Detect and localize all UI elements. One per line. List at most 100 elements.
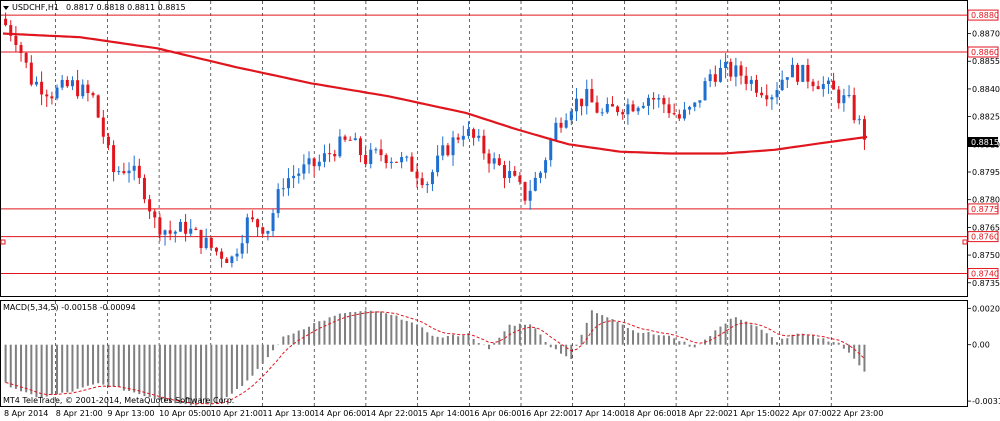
candle-body: [250, 217, 254, 220]
candle-body: [353, 138, 357, 141]
candle-body: [780, 79, 784, 91]
candle-body: [724, 61, 728, 68]
candle-body: [14, 35, 18, 46]
candle-body: [70, 80, 74, 87]
chevron-down-icon[interactable]: [3, 6, 9, 10]
candle-body: [261, 227, 265, 234]
candle-body: [667, 104, 671, 114]
candle-body: [713, 74, 717, 82]
x-tick-label: 21 Apr 15:00: [728, 409, 780, 418]
candle-body: [122, 171, 126, 174]
candle-body: [847, 95, 851, 97]
level-price-label: 0.8880: [971, 11, 999, 20]
candle-body: [641, 105, 645, 108]
candle-body: [225, 258, 229, 264]
candle-body: [420, 178, 424, 186]
candle-body: [425, 184, 429, 186]
x-tick-label: 10 Apr 21:00: [211, 409, 263, 418]
candle-body: [811, 81, 815, 87]
x-tick-label: 16 Apr 06:00: [469, 409, 521, 418]
level-price-label: 0.8775: [971, 205, 999, 214]
x-tick-label: 10 Apr 05:00: [159, 409, 211, 418]
candle-body: [410, 156, 414, 172]
candle-body: [400, 157, 404, 163]
candle-body: [132, 165, 136, 171]
candle-body: [857, 119, 861, 121]
y-tick-label: 0.8795: [972, 168, 1000, 177]
candle-body: [497, 158, 501, 166]
candle-body: [65, 79, 69, 87]
candle-body: [729, 61, 733, 77]
candle-body: [40, 81, 44, 95]
candle-body: [86, 84, 90, 94]
candle-body: [266, 231, 270, 234]
candle-body: [492, 158, 496, 164]
candle-body: [657, 98, 661, 100]
candle-body: [405, 156, 409, 158]
candle-body: [81, 84, 85, 97]
candle-body: [19, 45, 23, 54]
candle-body: [76, 80, 80, 97]
candle-body: [209, 237, 213, 248]
candle-body: [590, 89, 594, 103]
candle-body: [508, 171, 512, 179]
candle-body: [852, 95, 856, 121]
x-tick-label: 18 Apr 06:00: [624, 409, 676, 418]
candle-body: [374, 149, 378, 151]
candle-body: [384, 155, 388, 164]
candle-body: [189, 228, 193, 234]
candle-body: [184, 221, 188, 234]
level-price-label: 0.8760: [971, 233, 999, 242]
candle-body: [106, 136, 110, 146]
level-price-label: 0.8860: [971, 48, 999, 57]
candle-body: [862, 119, 866, 140]
candle-body: [749, 79, 753, 84]
candle-body: [549, 139, 553, 161]
y-tick-label: 0.8765: [972, 223, 1000, 232]
candle-body: [369, 149, 373, 165]
macd-y-label: 0.00205: [972, 304, 1000, 313]
candle-body: [631, 104, 635, 112]
candle-body: [230, 256, 234, 264]
candle-body: [173, 231, 177, 234]
candle-body: [770, 97, 774, 100]
candle-body: [790, 64, 794, 78]
candle-body: [358, 138, 362, 155]
candle-body: [533, 177, 537, 191]
candle-body: [502, 165, 506, 179]
candle-body: [544, 160, 548, 173]
x-tick-label: 11 Apr 13:00: [263, 409, 315, 418]
level-price-tag: [967, 268, 999, 280]
candle-body: [564, 120, 568, 128]
candle-body: [441, 145, 445, 156]
candle-body: [9, 25, 13, 36]
candle-body: [343, 136, 347, 140]
candle-body: [801, 64, 805, 82]
candle-body: [708, 74, 712, 82]
candle-body: [569, 111, 573, 121]
candle-body: [312, 158, 316, 167]
candle-body: [214, 247, 218, 252]
candle-body: [194, 228, 198, 230]
candle-body: [477, 135, 481, 138]
candle-body: [338, 136, 342, 157]
candle-body: [394, 161, 398, 163]
candle-body: [487, 153, 491, 164]
level-handle-left[interactable]: [0, 239, 6, 245]
candle-body: [652, 97, 656, 100]
candle-body: [328, 153, 332, 155]
horizontal-levels[interactable]: [1, 14, 967, 275]
x-tick-label: 17 Apr 14:00: [573, 409, 625, 418]
candle-body: [821, 84, 825, 90]
level-price-label: 0.8740: [971, 270, 999, 279]
current-price-tag: 0.8815: [968, 137, 999, 147]
level-handle-right[interactable]: [962, 239, 968, 245]
candle-body: [158, 217, 162, 235]
candle-body: [101, 117, 105, 137]
candle-body: [297, 173, 301, 176]
candle-body: [112, 145, 116, 173]
time-axis[interactable]: 8 Apr 2014 8 Apr 21:00 9 Apr 13:00 10 Apr 0…: [4, 409, 883, 418]
